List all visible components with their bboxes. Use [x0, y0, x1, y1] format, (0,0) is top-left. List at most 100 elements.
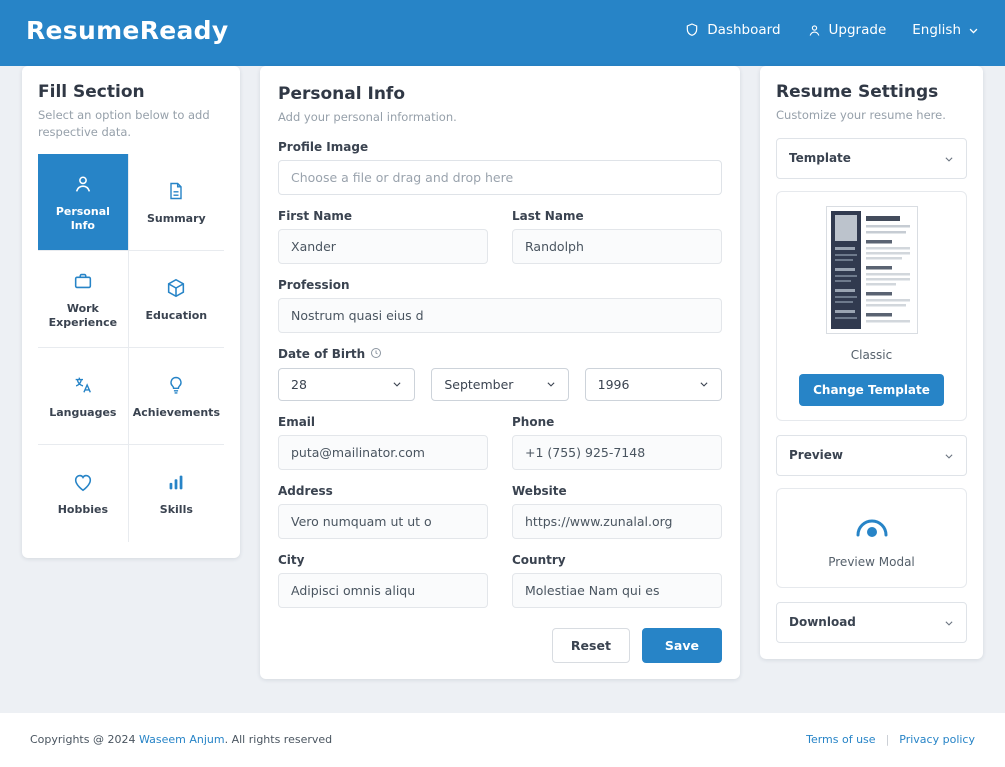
- header: ResumeReady Dashboard Upgrade English: [0, 0, 1005, 60]
- personal-info-subtitle: Add your personal information.: [278, 110, 457, 124]
- profession-field[interactable]: [278, 297, 722, 333]
- resume-settings-subtitle: Customize your resume here.: [776, 108, 946, 122]
- top-band: ResumeReady Dashboard Upgrade English: [0, 0, 1005, 115]
- dob-label: Date of Birth: [278, 347, 366, 362]
- sidebar-item-languages[interactable]: Languages: [38, 348, 129, 446]
- website-label: Website: [512, 483, 567, 498]
- brand-logo[interactable]: ResumeReady: [26, 15, 229, 45]
- clock-icon: [370, 347, 382, 362]
- download-accordion-header[interactable]: Download: [776, 601, 967, 643]
- nav-upgrade[interactable]: Upgrade: [807, 22, 887, 38]
- address-label: Address: [278, 483, 333, 498]
- last-name-field[interactable]: [512, 228, 722, 264]
- download-accordion-label: Download: [789, 615, 856, 630]
- nav-language-label: English: [912, 22, 961, 38]
- nav-upgrade-label: Upgrade: [828, 22, 887, 38]
- website-field[interactable]: [512, 503, 722, 539]
- first-name-label: First Name: [278, 208, 353, 223]
- main-content: Fill Section Select an option below to a…: [0, 66, 1005, 713]
- country-label: Country: [512, 552, 566, 567]
- template-accordion-header[interactable]: Template: [776, 137, 967, 179]
- chevron-down-icon: [944, 613, 954, 632]
- author-link[interactable]: Waseem Anjum: [138, 733, 225, 747]
- preview-accordion-label: Preview: [789, 448, 844, 463]
- profession-label: Profession: [278, 277, 350, 292]
- sidebar-item-skills[interactable]: Skills: [129, 445, 224, 542]
- sidebar-item-label: Work Experience: [48, 301, 118, 329]
- city-field[interactable]: [278, 572, 488, 608]
- last-name-label: Last Name: [512, 208, 584, 223]
- sidebar-item-label: Education: [145, 308, 208, 322]
- nav-dashboard[interactable]: Dashboard: [684, 22, 781, 38]
- preview-eye-icon: [851, 519, 893, 543]
- terms-link[interactable]: Terms of use: [806, 733, 876, 747]
- fill-section-card: Fill Section Select an option below to a…: [22, 66, 240, 559]
- sidebar-item-label: Languages: [49, 405, 117, 419]
- sidebar-item-label: Summary: [147, 211, 206, 225]
- phone-field[interactable]: [512, 434, 722, 470]
- sidebar-item-personal-info[interactable]: Personal Info: [38, 154, 129, 252]
- preview-modal-label: Preview Modal: [828, 554, 915, 569]
- sidebar-item-label: Personal Info: [55, 204, 110, 232]
- chevron-down-icon: [546, 377, 556, 392]
- resume-template-thumbnail[interactable]: [825, 205, 918, 338]
- sidebar-item-education[interactable]: Education: [128, 251, 224, 349]
- profile-image-input[interactable]: [278, 159, 722, 195]
- footer-links: Terms of use | Privacy policy: [806, 733, 975, 746]
- briefcase-icon: [72, 269, 94, 293]
- copyright-text: Copyrights @ 2024 Waseem Anjum. All righ…: [30, 733, 332, 746]
- bar-chart-icon: [165, 470, 187, 494]
- save-button[interactable]: Save: [641, 627, 722, 663]
- change-template-button[interactable]: Change Template: [799, 373, 944, 406]
- nav-language[interactable]: English: [912, 22, 979, 38]
- sidebar-item-label: Hobbies: [57, 503, 108, 517]
- chevron-down-icon: [968, 25, 979, 36]
- phone-label: Phone: [512, 414, 555, 429]
- privacy-link[interactable]: Privacy policy: [899, 733, 975, 747]
- personal-info-title: Personal Info: [278, 84, 405, 104]
- first-name-field[interactable]: [278, 228, 488, 264]
- preview-accordion-header[interactable]: Preview: [776, 434, 967, 476]
- dob-day-value: 28: [291, 376, 307, 392]
- nav-dashboard-label: Dashboard: [707, 22, 781, 38]
- dob-day-select[interactable]: 28: [278, 367, 416, 401]
- dob-year-value: 1996: [597, 376, 630, 392]
- email-field[interactable]: [278, 434, 488, 470]
- lightbulb-icon: [166, 373, 186, 397]
- person-icon: [72, 172, 94, 196]
- dob-month-select[interactable]: September: [431, 367, 569, 401]
- sidebar-item-summary[interactable]: Summary: [128, 154, 224, 252]
- sidebar-item-label: Skills: [159, 503, 193, 517]
- fill-section-subtitle: Select an option below to add respective…: [38, 108, 210, 139]
- template-panel: Classic Change Template: [776, 190, 967, 421]
- box-icon: [165, 276, 187, 300]
- reset-button[interactable]: Reset: [551, 627, 630, 663]
- chevron-down-icon: [392, 377, 402, 392]
- city-label: City: [278, 552, 305, 567]
- profile-image-label: Profile Image: [278, 139, 369, 154]
- header-nav: Dashboard Upgrade English: [684, 22, 979, 38]
- chevron-down-icon: [944, 149, 954, 168]
- dob-year-select[interactable]: 1996: [584, 367, 722, 401]
- sidebar-item-hobbies[interactable]: Hobbies: [38, 445, 129, 543]
- sidebar-item-work-experience[interactable]: Work Experience: [38, 251, 129, 349]
- fill-section-grid: Personal Info Summary Work Experience: [38, 154, 224, 543]
- dob-month-value: September: [444, 376, 514, 392]
- template-name: Classic: [850, 347, 893, 362]
- sidebar-item-achievements[interactable]: Achievements: [128, 348, 224, 446]
- heart-icon: [72, 470, 94, 494]
- footer-links-separator: |: [885, 733, 890, 747]
- address-field[interactable]: [278, 503, 488, 539]
- country-field[interactable]: [512, 572, 722, 608]
- copyright-prefix: Copyrights @ 2024: [30, 733, 139, 747]
- footer: Copyrights @ 2024 Waseem Anjum. All righ…: [0, 712, 1005, 767]
- shield-icon: [684, 22, 700, 38]
- fill-section-title: Fill Section: [38, 82, 145, 102]
- personal-info-card: Personal Info Add your personal informat…: [260, 66, 740, 679]
- translate-icon: [72, 373, 94, 397]
- user-icon: [807, 23, 822, 38]
- email-label: Email: [278, 414, 316, 429]
- preview-panel[interactable]: Preview Modal: [776, 487, 967, 588]
- resume-settings-title: Resume Settings: [776, 82, 939, 102]
- resume-settings-card: Resume Settings Customize your resume he…: [760, 66, 983, 659]
